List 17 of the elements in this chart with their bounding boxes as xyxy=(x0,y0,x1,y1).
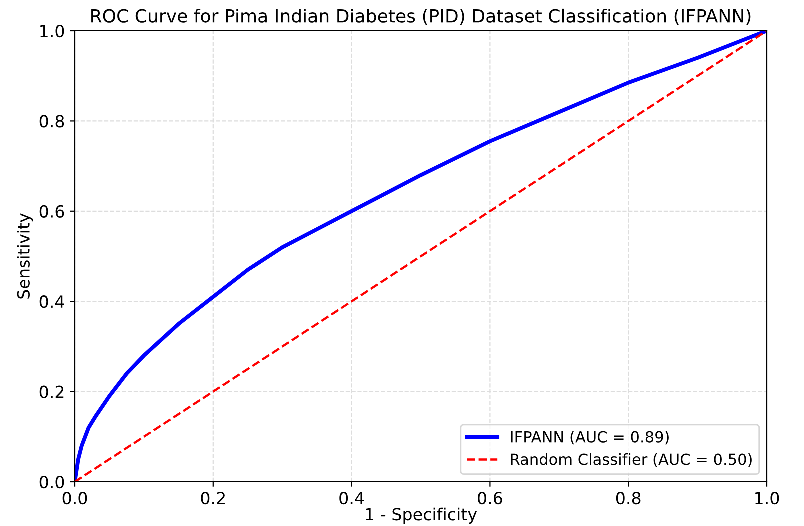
x-axis-title: 1 - Specificity xyxy=(366,508,478,524)
legend-label: Random Classifier (AUC = 0.50) xyxy=(511,453,752,468)
y-tick-label: 0.6 xyxy=(40,205,64,218)
chart-title: ROC Curve for Pima Indian Diabetes (PID) Dataset Classification (IFPANN) xyxy=(92,8,751,26)
y-tick-label: 0.0 xyxy=(40,476,64,489)
x-tick-label: 0.4 xyxy=(340,492,364,505)
legend-label: IFPANN (AUC = 0.89) xyxy=(511,431,669,445)
x-tick-label: 0.0 xyxy=(62,492,88,505)
y-tick-label: 0.8 xyxy=(40,115,64,128)
x-tick-label: 0.6 xyxy=(478,492,502,505)
x-tick-label: 1.0 xyxy=(756,492,780,505)
y-axis-title: Sensitivity xyxy=(17,214,34,299)
y-tick-label: 0.4 xyxy=(40,296,64,308)
y-tick-label: 1.0 xyxy=(40,24,64,38)
y-tick-label: 0.2 xyxy=(40,386,64,398)
x-tick-label: 0.8 xyxy=(616,492,641,505)
x-tick-label: 0.2 xyxy=(201,492,225,505)
